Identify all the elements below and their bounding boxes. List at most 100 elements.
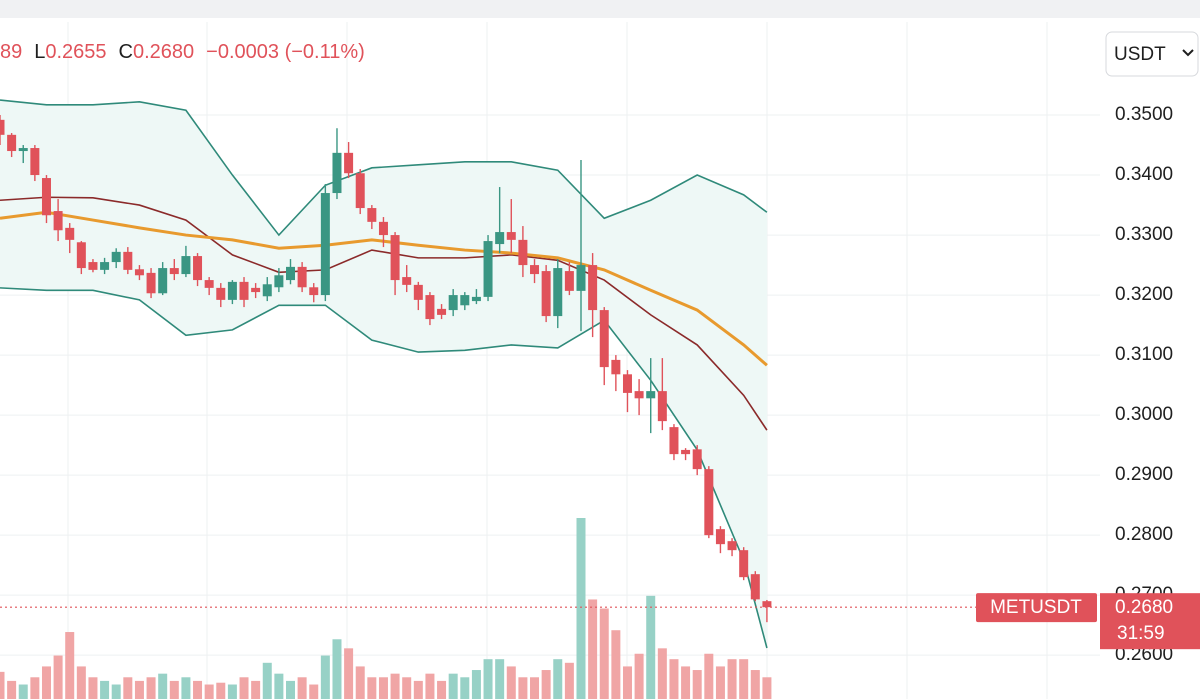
- volume-bar: [76, 666, 86, 699]
- volume-bar: [227, 684, 237, 699]
- candle-body: [634, 391, 644, 399]
- chevron[interactable]: [1182, 49, 1194, 57]
- candle-body: [622, 374, 632, 393]
- volume-bar: [18, 684, 28, 699]
- candle-body: [681, 449, 691, 455]
- candle-body: [588, 265, 598, 311]
- candle-body: [448, 295, 458, 311]
- volume-bar: [111, 684, 121, 699]
- y-tick-label: 0.3000: [1115, 404, 1173, 425]
- volume-bar: [669, 659, 679, 699]
- volume-bar: [286, 680, 295, 699]
- candle-body: [530, 265, 540, 275]
- volume-bar: [437, 680, 447, 699]
- candle-body: [158, 268, 168, 294]
- candle-body: [146, 272, 156, 294]
- y-tick-label: 0.2600: [1115, 644, 1173, 665]
- candle-body: [750, 574, 760, 600]
- candle-body: [413, 284, 423, 300]
- candle-body: [471, 296, 481, 302]
- volume-bar: [692, 670, 702, 699]
- indicator-line: [0, 99, 768, 237]
- volume-bar: [297, 677, 307, 699]
- candle-body: [553, 268, 563, 317]
- volume-bar: [262, 662, 272, 699]
- y-tick-label: 0.3400: [1115, 164, 1173, 185]
- volume-bar: [134, 680, 144, 699]
- volume-bar: [390, 673, 400, 699]
- candle-body: [599, 310, 609, 368]
- candle-body: [297, 266, 307, 288]
- candle-body: [564, 271, 574, 291]
- volume-bar: [646, 595, 656, 699]
- candle-body: [65, 227, 75, 240]
- candle-body: [18, 148, 28, 152]
- candle-body: [0, 119, 5, 135]
- candle-body: [355, 173, 365, 209]
- volume-bar: [425, 673, 435, 699]
- volume-bar: [564, 662, 574, 699]
- price-tag: [1100, 593, 1200, 650]
- candle-body: [727, 541, 737, 551]
- y-tick-label: 0.3100: [1115, 344, 1173, 365]
- candle-body: [390, 235, 400, 281]
- volume-bar: [378, 677, 388, 699]
- volume-bar: [622, 666, 632, 699]
- candle-body: [123, 251, 133, 270]
- candle-body: [576, 265, 586, 291]
- volume-bar: [402, 677, 412, 699]
- volume-bar: [344, 648, 354, 699]
- y-tick-label: 0.3200: [1115, 284, 1173, 305]
- candle-body: [320, 193, 330, 296]
- y-tick-label: 0.3300: [1115, 224, 1173, 245]
- volume-bar: [483, 659, 493, 699]
- symbol-tag-label: METUSDT: [990, 597, 1082, 618]
- candle-body: [437, 308, 447, 315]
- candle-body: [111, 251, 121, 263]
- candle-body: [262, 284, 272, 297]
- candle-body: [378, 221, 388, 236]
- legend-key: C: [119, 41, 133, 63]
- candle-body: [402, 277, 412, 285]
- volume-bar: [762, 677, 772, 699]
- y-tick-label: 0.2800: [1115, 524, 1173, 545]
- volume-bar: [88, 677, 98, 699]
- currency-label[interactable]: USDT: [1114, 44, 1166, 65]
- top-bar: [0, 0, 1200, 18]
- volume-bar: [181, 677, 191, 699]
- volume-bar: [704, 653, 714, 699]
- candle-body: [518, 239, 528, 266]
- volume-bar: [239, 677, 249, 699]
- volume-bar: [588, 599, 598, 699]
- candle-body: [193, 256, 203, 281]
- candle-body: [460, 295, 470, 306]
- volume-bar: [448, 673, 458, 699]
- candle-body: [239, 281, 249, 300]
- legend-change: −0.0003 (−0.11%): [206, 41, 365, 63]
- candle-body: [762, 601, 772, 608]
- candle-body: [181, 256, 191, 275]
- currency-button[interactable]: USDT: [1105, 31, 1199, 77]
- volume-bar: [471, 670, 481, 699]
- volume-bar: [611, 630, 621, 699]
- candle-body: [76, 242, 86, 269]
- volume-bar: [530, 677, 540, 699]
- symbol-tag: [976, 593, 1097, 623]
- candle-body: [30, 148, 40, 176]
- legend-value: 0.2680: [133, 41, 194, 63]
- candle-body: [100, 262, 110, 270]
- volume-bar: [681, 666, 691, 699]
- candle-body: [495, 232, 505, 245]
- candle-body: [309, 287, 319, 296]
- candle-body: [669, 427, 679, 455]
- candle-body: [216, 287, 226, 300]
- candle-body: [611, 359, 621, 375]
- volume-bar: [193, 680, 203, 699]
- currency-button-box[interactable]: [1105, 31, 1199, 77]
- candle-body: [506, 232, 516, 240]
- legend-key: L: [34, 41, 45, 63]
- candle-body: [344, 152, 354, 174]
- volume-bar: [320, 655, 330, 699]
- candle-body: [251, 287, 261, 293]
- volume-bar: [460, 677, 470, 699]
